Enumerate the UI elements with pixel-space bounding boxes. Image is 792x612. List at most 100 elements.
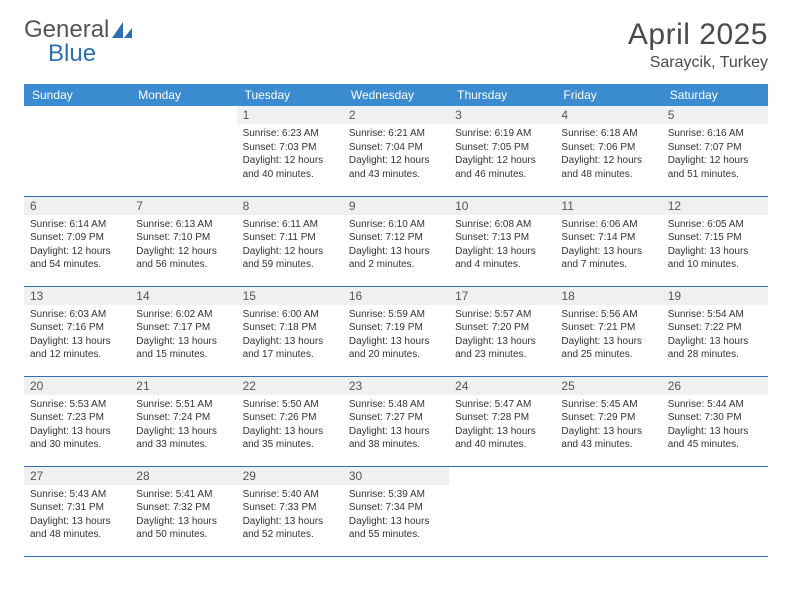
weekday-header: Thursday bbox=[449, 84, 555, 106]
day-cell bbox=[662, 466, 768, 556]
day-cell: 8Sunrise: 6:11 AMSunset: 7:11 PMDaylight… bbox=[237, 196, 343, 286]
day-content: Sunrise: 5:56 AMSunset: 7:21 PMDaylight:… bbox=[555, 305, 661, 368]
week-row: 1Sunrise: 6:23 AMSunset: 7:03 PMDaylight… bbox=[24, 106, 768, 196]
calendar-table: Sunday Monday Tuesday Wednesday Thursday… bbox=[24, 84, 768, 557]
day-number: 26 bbox=[662, 377, 768, 395]
day-number: 3 bbox=[449, 106, 555, 124]
calendar-page: GeneralBlue April 2025 Saraycik, Turkey … bbox=[0, 0, 792, 569]
day-content: Sunrise: 5:57 AMSunset: 7:20 PMDaylight:… bbox=[449, 305, 555, 368]
day-number: 5 bbox=[662, 106, 768, 124]
week-row: 20Sunrise: 5:53 AMSunset: 7:23 PMDayligh… bbox=[24, 376, 768, 466]
day-number: 12 bbox=[662, 197, 768, 215]
day-content: Sunrise: 6:21 AMSunset: 7:04 PMDaylight:… bbox=[343, 124, 449, 187]
day-content: Sunrise: 5:48 AMSunset: 7:27 PMDaylight:… bbox=[343, 395, 449, 458]
day-content: Sunrise: 6:18 AMSunset: 7:06 PMDaylight:… bbox=[555, 124, 661, 187]
day-cell: 13Sunrise: 6:03 AMSunset: 7:16 PMDayligh… bbox=[24, 286, 130, 376]
day-content: Sunrise: 6:06 AMSunset: 7:14 PMDaylight:… bbox=[555, 215, 661, 278]
day-content: Sunrise: 5:50 AMSunset: 7:26 PMDaylight:… bbox=[237, 395, 343, 458]
day-cell: 25Sunrise: 5:45 AMSunset: 7:29 PMDayligh… bbox=[555, 376, 661, 466]
day-content: Sunrise: 5:40 AMSunset: 7:33 PMDaylight:… bbox=[237, 485, 343, 548]
day-number: 17 bbox=[449, 287, 555, 305]
day-number: 4 bbox=[555, 106, 661, 124]
day-cell: 3Sunrise: 6:19 AMSunset: 7:05 PMDaylight… bbox=[449, 106, 555, 196]
day-number: 24 bbox=[449, 377, 555, 395]
day-content: Sunrise: 5:47 AMSunset: 7:28 PMDaylight:… bbox=[449, 395, 555, 458]
weekday-header: Monday bbox=[130, 84, 236, 106]
weekday-header: Saturday bbox=[662, 84, 768, 106]
day-cell: 4Sunrise: 6:18 AMSunset: 7:06 PMDaylight… bbox=[555, 106, 661, 196]
day-number: 18 bbox=[555, 287, 661, 305]
day-number: 15 bbox=[237, 287, 343, 305]
day-number: 23 bbox=[343, 377, 449, 395]
day-content: Sunrise: 6:14 AMSunset: 7:09 PMDaylight:… bbox=[24, 215, 130, 278]
day-cell: 18Sunrise: 5:56 AMSunset: 7:21 PMDayligh… bbox=[555, 286, 661, 376]
day-cell: 27Sunrise: 5:43 AMSunset: 7:31 PMDayligh… bbox=[24, 466, 130, 556]
day-number: 7 bbox=[130, 197, 236, 215]
day-content: Sunrise: 5:39 AMSunset: 7:34 PMDaylight:… bbox=[343, 485, 449, 548]
day-number: 10 bbox=[449, 197, 555, 215]
day-cell: 22Sunrise: 5:50 AMSunset: 7:26 PMDayligh… bbox=[237, 376, 343, 466]
weekday-header: Sunday bbox=[24, 84, 130, 106]
day-cell: 7Sunrise: 6:13 AMSunset: 7:10 PMDaylight… bbox=[130, 196, 236, 286]
day-cell: 11Sunrise: 6:06 AMSunset: 7:14 PMDayligh… bbox=[555, 196, 661, 286]
day-cell: 23Sunrise: 5:48 AMSunset: 7:27 PMDayligh… bbox=[343, 376, 449, 466]
day-content: Sunrise: 5:53 AMSunset: 7:23 PMDaylight:… bbox=[24, 395, 130, 458]
day-cell: 26Sunrise: 5:44 AMSunset: 7:30 PMDayligh… bbox=[662, 376, 768, 466]
day-content: Sunrise: 5:44 AMSunset: 7:30 PMDaylight:… bbox=[662, 395, 768, 458]
day-number: 22 bbox=[237, 377, 343, 395]
day-number: 27 bbox=[24, 467, 130, 485]
day-cell bbox=[130, 106, 236, 196]
day-number: 14 bbox=[130, 287, 236, 305]
day-content: Sunrise: 6:03 AMSunset: 7:16 PMDaylight:… bbox=[24, 305, 130, 368]
day-cell: 17Sunrise: 5:57 AMSunset: 7:20 PMDayligh… bbox=[449, 286, 555, 376]
day-cell: 24Sunrise: 5:47 AMSunset: 7:28 PMDayligh… bbox=[449, 376, 555, 466]
day-content: Sunrise: 5:54 AMSunset: 7:22 PMDaylight:… bbox=[662, 305, 768, 368]
day-cell: 15Sunrise: 6:00 AMSunset: 7:18 PMDayligh… bbox=[237, 286, 343, 376]
day-content: Sunrise: 6:00 AMSunset: 7:18 PMDaylight:… bbox=[237, 305, 343, 368]
day-cell: 1Sunrise: 6:23 AMSunset: 7:03 PMDaylight… bbox=[237, 106, 343, 196]
day-cell: 10Sunrise: 6:08 AMSunset: 7:13 PMDayligh… bbox=[449, 196, 555, 286]
day-cell: 21Sunrise: 5:51 AMSunset: 7:24 PMDayligh… bbox=[130, 376, 236, 466]
day-cell: 6Sunrise: 6:14 AMSunset: 7:09 PMDaylight… bbox=[24, 196, 130, 286]
week-row: 27Sunrise: 5:43 AMSunset: 7:31 PMDayligh… bbox=[24, 466, 768, 556]
day-number: 20 bbox=[24, 377, 130, 395]
day-number: 29 bbox=[237, 467, 343, 485]
day-content: Sunrise: 6:16 AMSunset: 7:07 PMDaylight:… bbox=[662, 124, 768, 187]
day-cell: 30Sunrise: 5:39 AMSunset: 7:34 PMDayligh… bbox=[343, 466, 449, 556]
day-content: Sunrise: 6:05 AMSunset: 7:15 PMDaylight:… bbox=[662, 215, 768, 278]
weekday-header: Tuesday bbox=[237, 84, 343, 106]
day-content: Sunrise: 6:11 AMSunset: 7:11 PMDaylight:… bbox=[237, 215, 343, 278]
day-content: Sunrise: 5:43 AMSunset: 7:31 PMDaylight:… bbox=[24, 485, 130, 548]
day-cell: 12Sunrise: 6:05 AMSunset: 7:15 PMDayligh… bbox=[662, 196, 768, 286]
day-content: Sunrise: 6:02 AMSunset: 7:17 PMDaylight:… bbox=[130, 305, 236, 368]
day-number: 8 bbox=[237, 197, 343, 215]
day-content: Sunrise: 5:45 AMSunset: 7:29 PMDaylight:… bbox=[555, 395, 661, 458]
day-cell: 28Sunrise: 5:41 AMSunset: 7:32 PMDayligh… bbox=[130, 466, 236, 556]
day-cell: 9Sunrise: 6:10 AMSunset: 7:12 PMDaylight… bbox=[343, 196, 449, 286]
day-content: Sunrise: 6:13 AMSunset: 7:10 PMDaylight:… bbox=[130, 215, 236, 278]
day-content: Sunrise: 6:08 AMSunset: 7:13 PMDaylight:… bbox=[449, 215, 555, 278]
calendar-body: 1Sunrise: 6:23 AMSunset: 7:03 PMDaylight… bbox=[24, 106, 768, 556]
logo-sail-icon bbox=[112, 22, 134, 38]
day-content: Sunrise: 5:51 AMSunset: 7:24 PMDaylight:… bbox=[130, 395, 236, 458]
day-number: 1 bbox=[237, 106, 343, 124]
day-content: Sunrise: 5:41 AMSunset: 7:32 PMDaylight:… bbox=[130, 485, 236, 548]
day-number: 30 bbox=[343, 467, 449, 485]
day-number: 2 bbox=[343, 106, 449, 124]
day-number: 28 bbox=[130, 467, 236, 485]
day-cell: 20Sunrise: 5:53 AMSunset: 7:23 PMDayligh… bbox=[24, 376, 130, 466]
day-cell: 5Sunrise: 6:16 AMSunset: 7:07 PMDaylight… bbox=[662, 106, 768, 196]
day-number: 16 bbox=[343, 287, 449, 305]
location: Saraycik, Turkey bbox=[628, 54, 768, 72]
day-content: Sunrise: 6:10 AMSunset: 7:12 PMDaylight:… bbox=[343, 215, 449, 278]
week-row: 6Sunrise: 6:14 AMSunset: 7:09 PMDaylight… bbox=[24, 196, 768, 286]
title-block: April 2025 Saraycik, Turkey bbox=[628, 18, 768, 72]
page-header: GeneralBlue April 2025 Saraycik, Turkey bbox=[24, 18, 768, 72]
day-number: 25 bbox=[555, 377, 661, 395]
weekday-header: Wednesday bbox=[343, 84, 449, 106]
day-content: Sunrise: 6:19 AMSunset: 7:05 PMDaylight:… bbox=[449, 124, 555, 187]
weekday-header-row: Sunday Monday Tuesday Wednesday Thursday… bbox=[24, 84, 768, 106]
logo: GeneralBlue bbox=[24, 18, 134, 66]
day-number: 6 bbox=[24, 197, 130, 215]
day-cell: 2Sunrise: 6:21 AMSunset: 7:04 PMDaylight… bbox=[343, 106, 449, 196]
